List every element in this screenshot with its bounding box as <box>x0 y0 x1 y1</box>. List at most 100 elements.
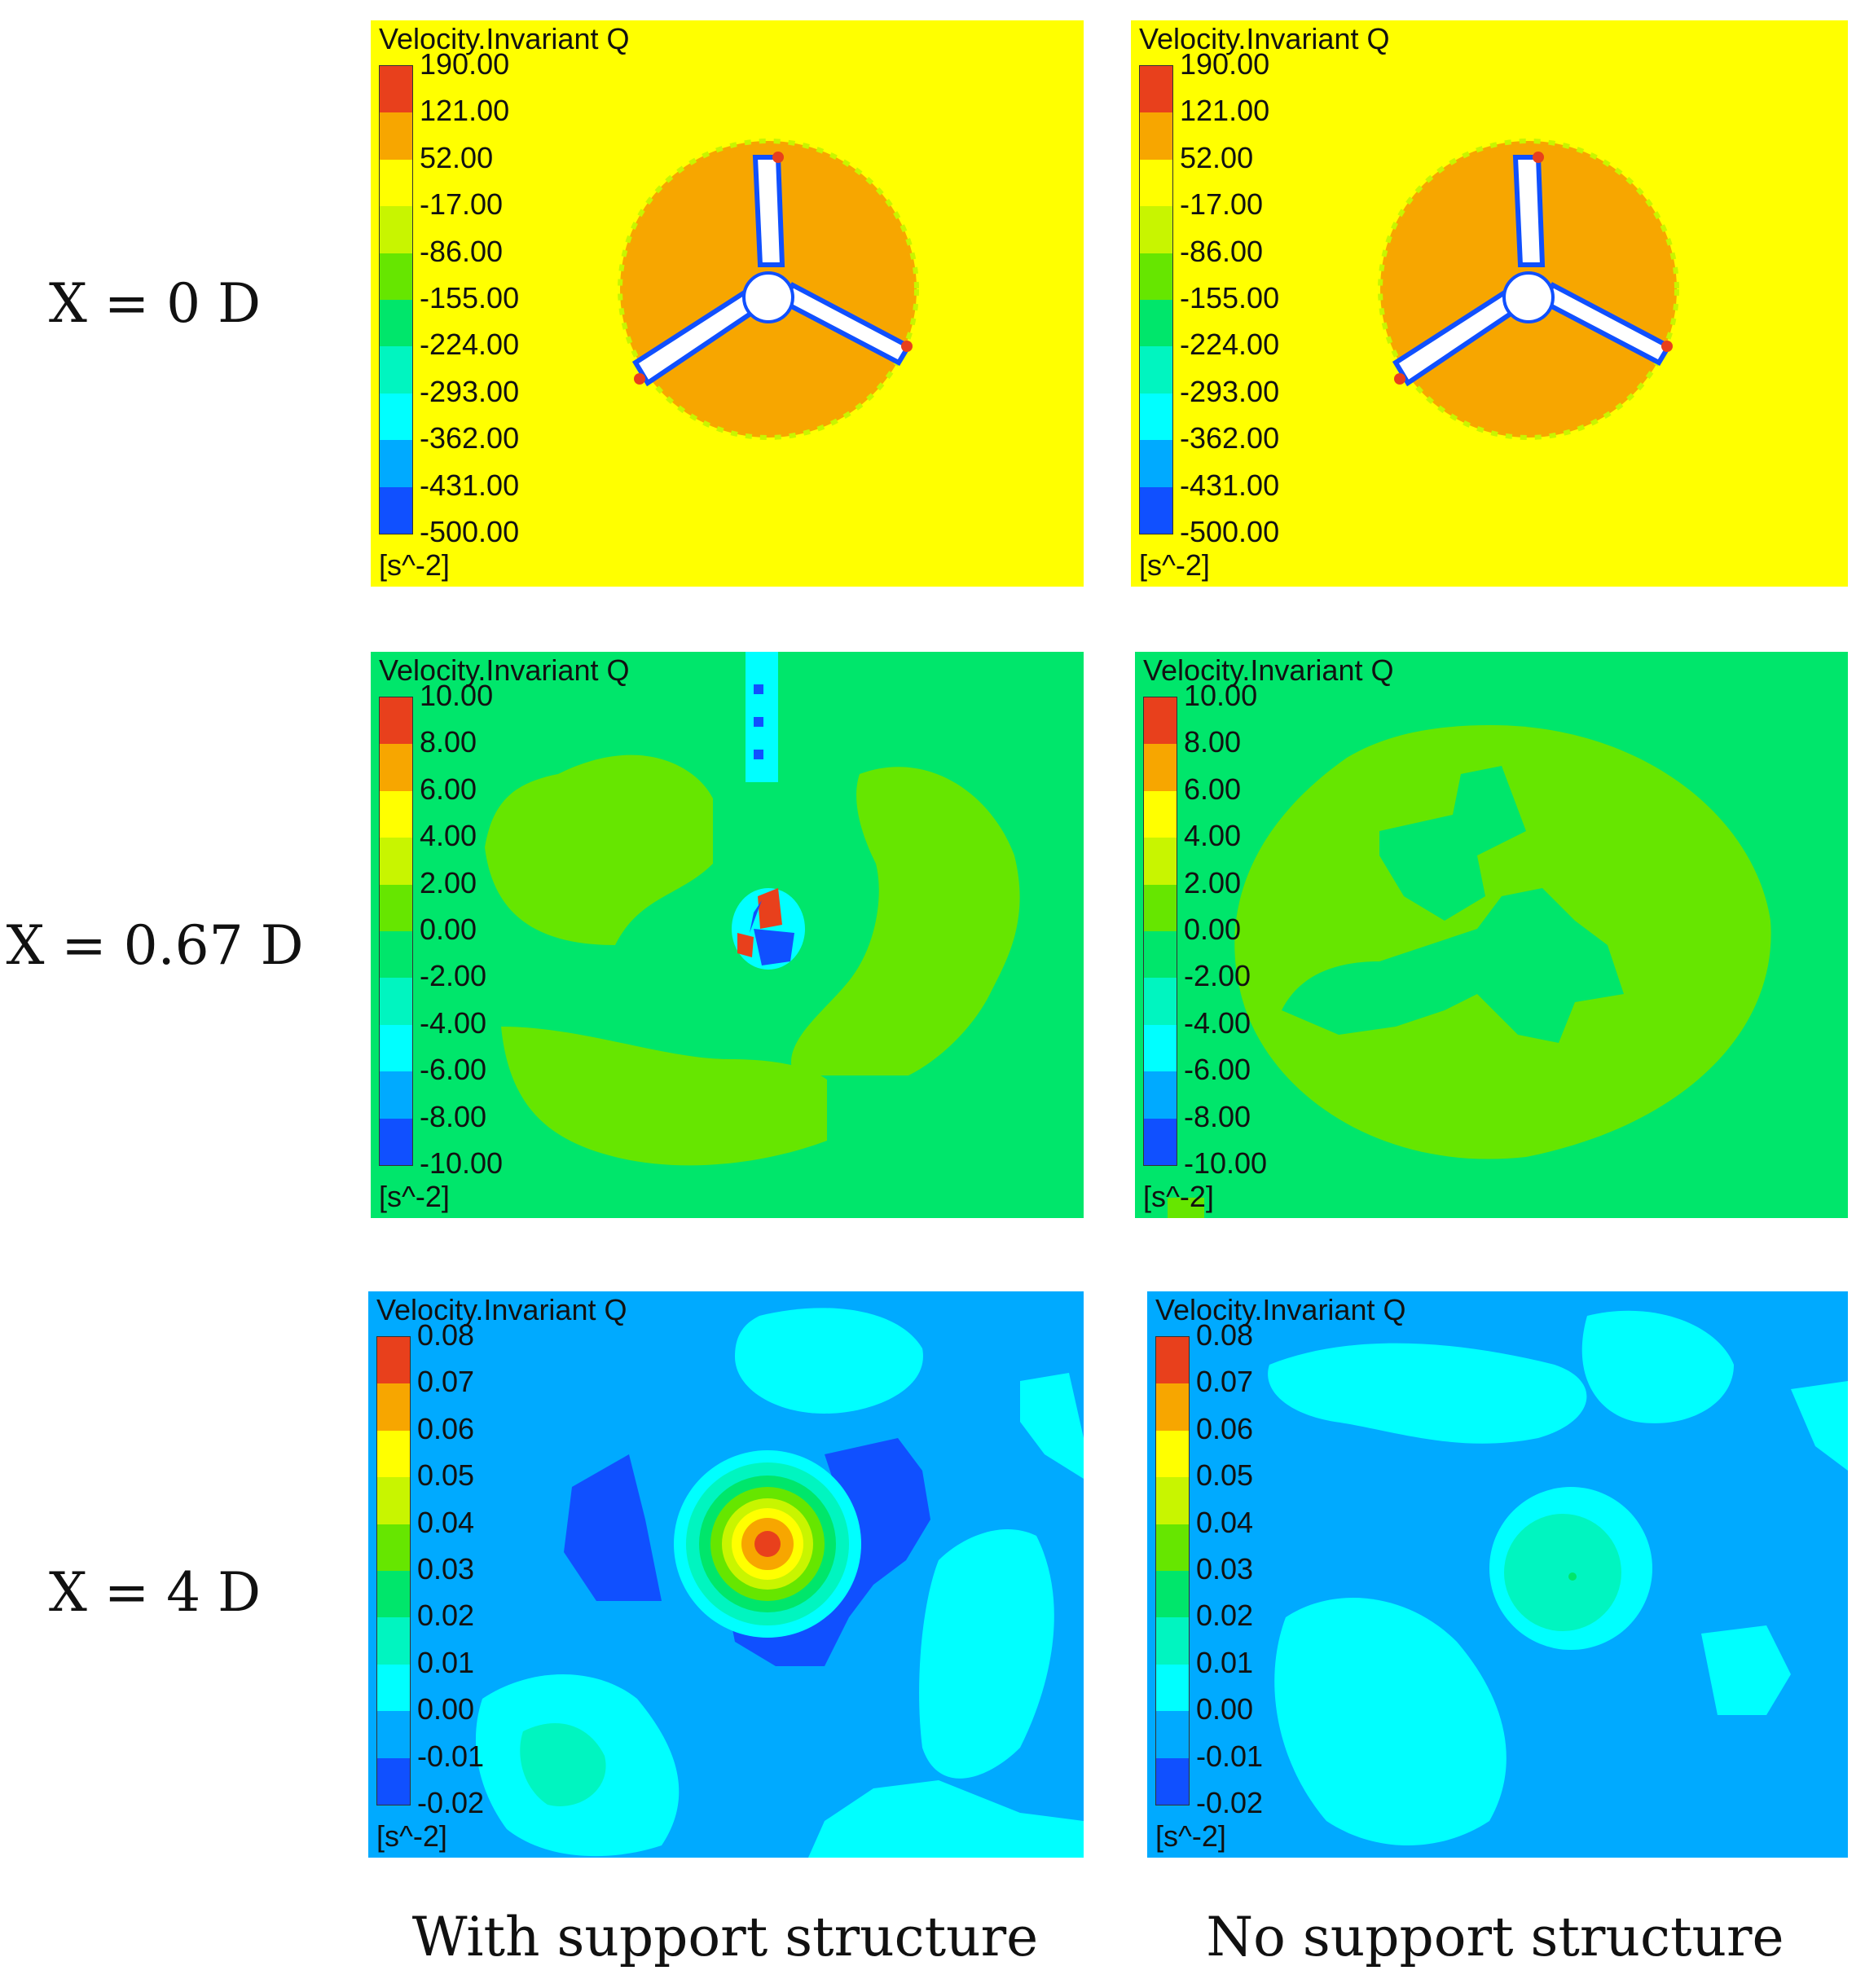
contour-panel-x4-no-support: Velocity.Invariant Q 0.08 0.07 0.06 0.05… <box>1147 1291 1848 1858</box>
legend-tick: 4.00 <box>1184 819 1242 853</box>
contour-field <box>485 652 1020 1166</box>
legend-tick: -86.00 <box>420 234 504 268</box>
row-label-x067: X = 0.67 D <box>6 914 304 977</box>
legend-tick: 0.00 <box>420 912 477 946</box>
color-legend-bar <box>1155 1336 1190 1805</box>
color-legend-bar <box>1143 697 1177 1166</box>
legend-tick: 0.03 <box>417 1551 475 1586</box>
legend-tick: -2.00 <box>1184 959 1251 993</box>
contour-panel-x0-no-support: Velocity.Invariant Q 190.00 121.00 52.00… <box>1131 20 1848 587</box>
legend-tick: -17.00 <box>1180 187 1264 222</box>
legend-tick: 8.00 <box>420 725 477 759</box>
legend-tick: 0.06 <box>417 1411 475 1445</box>
legend-tick: -8.00 <box>420 1099 487 1133</box>
legend-tick: -4.00 <box>1184 1005 1251 1040</box>
legend-title: Velocity.Invariant Q <box>1139 22 1390 55</box>
legend-tick: 0.00 <box>1196 1692 1254 1726</box>
color-legend-bar <box>1139 65 1173 534</box>
legend-unit: [s^-2] <box>1155 1819 1226 1853</box>
legend-tick: -293.00 <box>420 374 520 408</box>
legend-title: Velocity.Invariant Q <box>1155 1293 1406 1326</box>
legend-tick: -500.00 <box>420 514 520 548</box>
legend-tick: -17.00 <box>420 187 504 222</box>
legend-tick: 0.01 <box>1196 1645 1254 1679</box>
legend-tick: -0.01 <box>1196 1739 1264 1773</box>
legend-tick: 121.00 <box>420 94 510 128</box>
legend-tick: 10.00 <box>1184 679 1258 712</box>
legend-tick: 8.00 <box>1184 725 1242 759</box>
legend-tick: 0.02 <box>417 1599 475 1633</box>
legend-tick: 0.05 <box>417 1458 475 1493</box>
legend-tick: -431.00 <box>420 468 520 502</box>
legend-tick: -224.00 <box>420 328 520 362</box>
legend-tick: 0.00 <box>417 1692 475 1726</box>
legend-tick: 190.00 <box>1180 47 1270 81</box>
contour-panel-x067-no-support: Velocity.Invariant Q 10.00 8.00 6.00 4.0… <box>1135 652 1848 1218</box>
legend-tick: 0.05 <box>1196 1458 1254 1493</box>
legend-tick: -8.00 <box>1184 1099 1251 1133</box>
legend-tick: 190.00 <box>420 47 510 81</box>
color-legend-bar <box>379 65 413 534</box>
column-label-with-support: With support structure <box>411 1906 1039 1968</box>
legend-tick: 52.00 <box>420 140 494 174</box>
legend-unit: [s^-2] <box>376 1819 447 1853</box>
legend-tick: 0.06 <box>1196 1411 1254 1445</box>
legend-tick: -431.00 <box>1180 468 1280 502</box>
legend-tick: 2.00 <box>1184 865 1242 899</box>
column-label-no-support: No support structure <box>1206 1906 1784 1968</box>
legend-tick: 0.08 <box>1196 1318 1254 1352</box>
legend-tick-labels: 190.00 121.00 52.00 -17.00 -86.00 -155.0… <box>420 47 520 564</box>
contour-field <box>475 1308 1084 1858</box>
legend-unit: [s^-2] <box>379 1180 450 1213</box>
legend-tick-labels: 10.00 8.00 6.00 4.00 2.00 0.00 -2.00 -4.… <box>420 679 504 1195</box>
legend-tick-labels: 0.08 0.07 0.06 0.05 0.04 0.03 0.02 0.01 … <box>417 1318 485 1835</box>
legend-title: Velocity.Invariant Q <box>376 1293 627 1326</box>
legend-tick: -224.00 <box>1180 328 1280 362</box>
contour-panel-x067-with-support: Velocity.Invariant Q 10.00 8.00 6.00 4.0… <box>371 652 1084 1218</box>
legend-title: Velocity.Invariant Q <box>379 22 630 55</box>
legend-tick: 4.00 <box>420 819 477 853</box>
legend-tick: -86.00 <box>1180 234 1264 268</box>
legend-title: Velocity.Invariant Q <box>1143 653 1394 687</box>
legend-tick: -0.02 <box>1196 1785 1264 1819</box>
legend-tick: -0.02 <box>417 1785 485 1819</box>
contour-field <box>618 139 919 440</box>
legend-tick: -362.00 <box>420 421 520 455</box>
legend-tick: 10.00 <box>420 679 494 712</box>
legend-tick: 0.00 <box>1184 912 1242 946</box>
legend-tick: -2.00 <box>420 959 487 993</box>
legend-tick: 0.04 <box>1196 1505 1254 1539</box>
legend-tick: -293.00 <box>1180 374 1280 408</box>
row-label-x0: X = 0 D <box>48 272 262 335</box>
legend-tick-labels: 0.08 0.07 0.06 0.05 0.04 0.03 0.02 0.01 … <box>1196 1318 1264 1835</box>
legend-unit: [s^-2] <box>379 548 450 582</box>
legend-tick: -155.00 <box>420 280 520 314</box>
contour-field <box>1268 1310 1848 1845</box>
legend-tick: -155.00 <box>1180 280 1280 314</box>
contour-panel-x4-with-support: Velocity.Invariant Q 0.08 0.07 0.06 0.05… <box>368 1291 1084 1858</box>
legend-tick: 0.02 <box>1196 1599 1254 1633</box>
legend-tick: 0.08 <box>417 1318 475 1352</box>
rotor-blades <box>631 155 913 387</box>
legend-tick: -0.01 <box>417 1739 485 1773</box>
color-legend-bar <box>376 1336 411 1805</box>
legend-tick: -6.00 <box>1184 1053 1251 1087</box>
legend-tick: -10.00 <box>420 1146 504 1180</box>
contour-field <box>1168 725 1771 1218</box>
legend-tick: 0.04 <box>417 1505 475 1539</box>
legend-tick: 6.00 <box>420 772 477 806</box>
legend-tick: -4.00 <box>420 1005 487 1040</box>
legend-tick: 52.00 <box>1180 140 1254 174</box>
legend-tick: 0.01 <box>417 1645 475 1679</box>
legend-tick: 121.00 <box>1180 94 1270 128</box>
legend-tick: 0.03 <box>1196 1551 1254 1586</box>
legend-tick: 6.00 <box>1184 772 1242 806</box>
legend-unit: [s^-2] <box>1139 548 1210 582</box>
legend-tick: -6.00 <box>420 1053 487 1087</box>
legend-unit: [s^-2] <box>1143 1180 1214 1213</box>
legend-tick: -10.00 <box>1184 1146 1268 1180</box>
legend-tick: -500.00 <box>1180 514 1280 548</box>
legend-tick: -362.00 <box>1180 421 1280 455</box>
contour-field <box>1378 139 1679 440</box>
color-legend-bar <box>379 697 413 1166</box>
